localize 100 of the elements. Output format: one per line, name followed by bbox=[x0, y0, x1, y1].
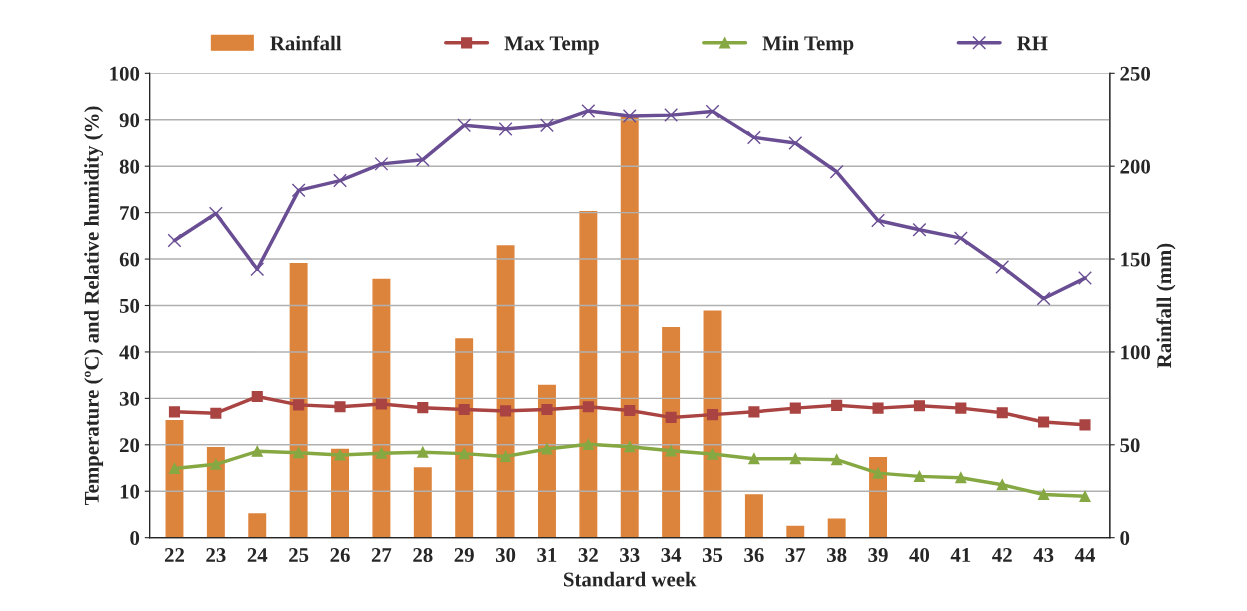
bar bbox=[786, 525, 805, 538]
point bbox=[375, 447, 387, 459]
point bbox=[458, 448, 470, 460]
point bbox=[1079, 490, 1091, 502]
bar bbox=[827, 518, 846, 538]
y-tick-label: 100 bbox=[110, 66, 140, 81]
point bbox=[417, 446, 429, 458]
x-tick-label: 23 bbox=[206, 548, 226, 563]
point bbox=[789, 402, 801, 414]
point bbox=[953, 231, 968, 246]
point bbox=[1038, 416, 1050, 428]
x-tick-label: 25 bbox=[289, 548, 309, 563]
x-tick-label: 42 bbox=[992, 548, 1012, 562]
legend-label: RH bbox=[1017, 36, 1048, 51]
point bbox=[498, 122, 513, 136]
point bbox=[829, 164, 844, 179]
point bbox=[374, 156, 389, 171]
point bbox=[1079, 419, 1091, 431]
x-tick-label: 31 bbox=[537, 548, 557, 563]
y-tick-label: 90 bbox=[119, 113, 140, 128]
bar bbox=[496, 245, 515, 538]
point bbox=[955, 472, 967, 484]
point bbox=[541, 403, 553, 416]
legend-label: Max Temp bbox=[504, 36, 599, 55]
x-tick-label: 36 bbox=[744, 548, 764, 563]
x-tick-label: 38 bbox=[827, 548, 847, 563]
x-tick-label: 41 bbox=[950, 548, 971, 562]
point bbox=[665, 445, 677, 457]
bar bbox=[869, 457, 888, 538]
point bbox=[831, 454, 843, 466]
point bbox=[333, 173, 347, 188]
point bbox=[1038, 488, 1050, 501]
x-tick-label: 26 bbox=[330, 548, 350, 563]
y2-tick-label: 250 bbox=[1120, 66, 1151, 81]
point bbox=[417, 402, 429, 414]
point bbox=[871, 213, 886, 228]
point bbox=[706, 409, 719, 421]
point bbox=[831, 399, 843, 411]
point bbox=[996, 407, 1008, 419]
point bbox=[168, 462, 181, 475]
x-tick-label: 28 bbox=[413, 548, 433, 563]
bar bbox=[331, 448, 349, 538]
bar bbox=[289, 263, 308, 538]
x-tick-label: 39 bbox=[868, 548, 888, 563]
point bbox=[1078, 271, 1092, 286]
point bbox=[540, 118, 554, 133]
bar bbox=[248, 513, 267, 538]
point bbox=[746, 130, 761, 145]
point bbox=[291, 183, 306, 198]
x-tick-label: 24 bbox=[247, 548, 268, 562]
point bbox=[581, 103, 596, 118]
point bbox=[872, 402, 884, 414]
y-tick-label: 80 bbox=[119, 159, 140, 174]
point bbox=[705, 104, 720, 119]
bar bbox=[413, 467, 432, 538]
y2-tick-label: 100 bbox=[1121, 345, 1151, 360]
point bbox=[334, 401, 346, 413]
y-tick-label: 60 bbox=[119, 252, 140, 267]
point bbox=[955, 402, 967, 414]
bar bbox=[744, 494, 763, 538]
point bbox=[665, 411, 677, 423]
point bbox=[706, 448, 719, 460]
point bbox=[210, 407, 222, 419]
point bbox=[788, 136, 803, 150]
x-tick-label: 40 bbox=[909, 548, 930, 563]
point bbox=[541, 443, 553, 455]
point bbox=[624, 404, 636, 417]
y-tick-label: 0 bbox=[130, 531, 140, 546]
x-tick-label: 35 bbox=[702, 548, 723, 563]
point bbox=[500, 405, 512, 417]
point bbox=[415, 152, 430, 167]
y2-axis-title: Rainfall (mm) bbox=[1156, 243, 1176, 368]
point bbox=[168, 406, 181, 418]
y-tick-label: 20 bbox=[119, 438, 140, 453]
point bbox=[912, 222, 927, 237]
point bbox=[1036, 291, 1051, 306]
x-tick-label: 33 bbox=[620, 548, 640, 563]
y-tick-label: 40 bbox=[119, 345, 140, 360]
legend-label: Rainfall bbox=[270, 35, 342, 51]
point bbox=[334, 449, 346, 461]
point bbox=[167, 233, 182, 248]
x-tick-label: 44 bbox=[1074, 548, 1096, 562]
point bbox=[251, 445, 263, 457]
point bbox=[748, 406, 760, 418]
bar bbox=[703, 310, 722, 538]
y-tick-label: 70 bbox=[120, 206, 140, 221]
x-axis-title: Standard week bbox=[564, 571, 697, 587]
bar bbox=[372, 278, 391, 538]
y2-tick-label: 0 bbox=[1120, 531, 1130, 546]
x-tick-label: 30 bbox=[495, 548, 516, 563]
y-axis-title: Temperature (ºC) and Relative humidity (%) bbox=[84, 106, 104, 506]
bar bbox=[662, 327, 681, 538]
x-tick-label: 29 bbox=[454, 548, 474, 563]
legend-label: Min Temp bbox=[762, 35, 854, 55]
point bbox=[582, 401, 594, 413]
point bbox=[996, 479, 1008, 491]
point bbox=[872, 467, 884, 479]
y2-tick-label: 50 bbox=[1120, 438, 1140, 453]
point bbox=[622, 109, 637, 123]
x-tick-label: 37 bbox=[785, 548, 806, 563]
